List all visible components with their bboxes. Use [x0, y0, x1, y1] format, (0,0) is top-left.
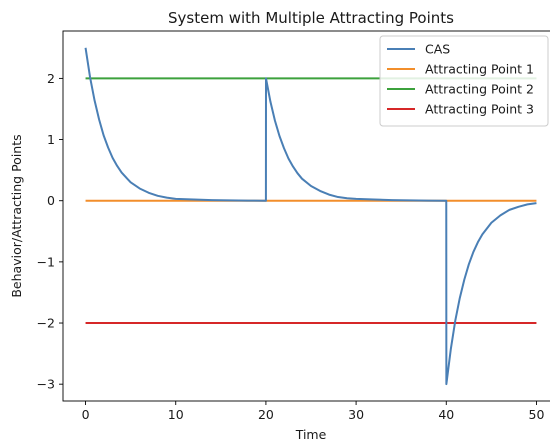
chart-title: System with Multiple Attracting Points	[168, 9, 454, 27]
y-tick-label: 1	[47, 132, 55, 147]
series-line-cas	[84, 47, 537, 386]
y-tick-label: 2	[47, 71, 55, 86]
legend-frame	[379, 35, 549, 127]
legend-label: Attracting Point 2	[425, 82, 534, 97]
legend: CAS Attracting Point 1 Attracting Point 2 A…	[379, 35, 549, 127]
x-tick-label: 40	[438, 407, 454, 422]
legend-label: Attracting Point 1	[425, 62, 534, 77]
y-tick-label: −1	[37, 254, 55, 269]
y-tick-label: −3	[37, 377, 55, 392]
y-axis-label: Behavior/Attracting Points	[9, 134, 24, 297]
legend-label: Attracting Point 3	[425, 102, 534, 117]
x-tick-label: 50	[529, 407, 545, 422]
y-axis: −3 −2 −1 0 1 2	[37, 71, 63, 392]
x-tick-label: 20	[258, 407, 274, 422]
legend-label: CAS	[425, 42, 450, 57]
plot-frame	[62, 30, 550, 402]
x-tick-label: 10	[168, 407, 184, 422]
y-tick-label: 0	[47, 193, 55, 208]
x-axis: 0 10 20 30 40 50	[82, 401, 545, 422]
x-axis-label: Time	[295, 427, 327, 442]
x-tick-label: 0	[82, 407, 90, 422]
y-tick-label: −2	[37, 316, 55, 331]
x-tick-label: 30	[348, 407, 364, 422]
